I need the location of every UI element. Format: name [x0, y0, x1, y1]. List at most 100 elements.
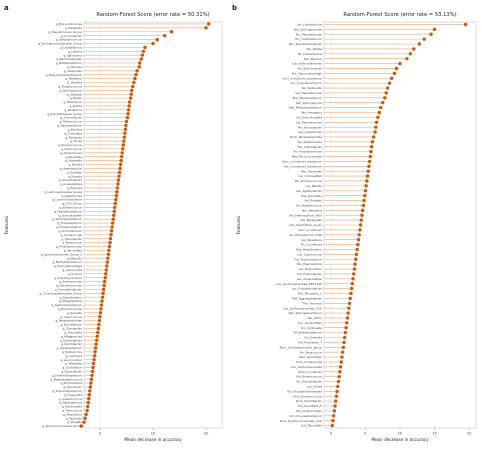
- chart-b-point: [333, 404, 337, 408]
- chart-b-point: [356, 242, 360, 247]
- chart-a-point: [113, 201, 118, 206]
- chart-a-point: [97, 322, 101, 327]
- chart-b-point: [360, 213, 364, 217]
- chart-a-point: [123, 127, 128, 132]
- chart-b-category-label: Rum_Subdoligranulum_group: [280, 345, 323, 349]
- chart-a-point: [120, 151, 124, 155]
- chart-a-category-label: g_Klebsiella: [65, 26, 82, 30]
- chart-a-point: [207, 22, 211, 26]
- chart-b-point: [370, 140, 375, 144]
- chart-a-category-label: g_Atopobium: [63, 412, 82, 416]
- chart-a-category-label: g_Sphingomonadaceae_Group: [38, 42, 82, 46]
- chart-b-point: [340, 350, 345, 354]
- chart-a-category-label: g_Gemella: [67, 311, 82, 315]
- chart-b-point: [359, 218, 364, 222]
- chart-b-category-label: Ver_Akkermansia: [297, 140, 322, 144]
- chart-a-point: [99, 303, 104, 307]
- chart-b-category-label: Burl_Brevibacterium: [293, 96, 323, 100]
- chart-b-point: [340, 355, 344, 359]
- chart-b-point: [412, 47, 416, 51]
- chart-a-point: [132, 80, 136, 85]
- chart-a-category-label: g_Desulfovibrio: [60, 295, 83, 299]
- chart-b-category-label: Ent_Enterobacter: [297, 272, 323, 276]
- chart-a-category-label: g_Bacillus: [68, 127, 83, 131]
- chart-a-point: [105, 264, 109, 268]
- chart-a-category-label: g_Rothia: [70, 104, 83, 108]
- chart-a-category-label: g_Bosea: [70, 96, 82, 100]
- chart-a-point: [107, 248, 111, 253]
- chart-a-title: Random-Forest Score (error rate = 50.31%…: [96, 12, 209, 18]
- chart-a-point: [113, 205, 117, 210]
- chart-a-category-label: g_Prevotellaceae_Group: [47, 112, 82, 116]
- chart-b-point: [377, 110, 381, 115]
- chart-a-point: [83, 416, 87, 420]
- chart-a-category-label: g_Enterococcus: [59, 206, 82, 210]
- chart-b-category-label: Cor_Corynebacterium: [291, 81, 323, 85]
- chart-b-point: [387, 81, 392, 85]
- chart-b-point: [367, 164, 371, 169]
- chart-a-point: [119, 158, 123, 163]
- chart-b-point: [335, 389, 339, 394]
- chart-b-x-tick-label: 15: [432, 432, 437, 436]
- chart-a-point: [110, 225, 114, 229]
- chart-b-category-label: Ncl_Pseudomonas: [296, 32, 323, 36]
- chart-a-category-label: g_Lachnospiraceae_Group_2: [41, 252, 82, 256]
- chart-a-plot-frame: [83, 21, 223, 429]
- chart-b-category-label: Rum_Ruminococcus: [293, 394, 322, 398]
- chart-a-point: [107, 244, 112, 249]
- chart-a-category-label: g_Porphyromonas: [56, 245, 82, 249]
- chart-b-category-label: Lac_Coprococcus: [297, 252, 322, 256]
- chart-a-point: [92, 354, 97, 358]
- chart-a-category-label: g_Tannerella: [64, 248, 82, 252]
- chart-a-category-label: g_Flavobacterium: [56, 225, 82, 229]
- chart-a-point: [155, 37, 159, 42]
- chart-a-category-label: g_Bifidobacterium: [56, 61, 82, 65]
- chart-a-point: [88, 385, 93, 389]
- chart-b-category-label: Cau_Brevundimonas: [292, 62, 322, 66]
- chart-b-point: [344, 326, 348, 330]
- chart-a-category-label: g_Agrobacterium: [57, 124, 82, 128]
- chart-a-point: [103, 279, 107, 284]
- chart-b-point: [345, 321, 349, 325]
- chart-a-point: [138, 61, 142, 65]
- chart-a-category-label: g_Odoribacter: [62, 237, 83, 241]
- chart-b-category-label: Nei_Bergeyella: [300, 218, 322, 222]
- chart-a-category-label: g_Roseburia: [64, 108, 82, 112]
- chart-a-category-label: g_Brevundimonas: [56, 22, 82, 26]
- chart-a-category-label: g_Devosia: [67, 65, 82, 69]
- chart-b-category-label: Ent_Enterococcus: [296, 375, 322, 379]
- chart-b-point: [336, 379, 341, 384]
- chart-a-point: [93, 346, 98, 350]
- chart-b-category-label: Sph_Sphingobacterium: [289, 311, 323, 315]
- chart-a-x-tick-label: 0: [99, 432, 102, 436]
- chart-b-category-label: Lac_Lachnospiraceae_NK4A136: [276, 282, 322, 286]
- chart-a-category-label: g_Phascolarctobacterium: [46, 73, 83, 77]
- chart-a-category-label: g_Ralstonia: [65, 135, 82, 139]
- chart-b-point: [364, 184, 368, 188]
- chart-b-point: [352, 267, 357, 271]
- chart-b-point: [357, 233, 361, 237]
- chart-a-category-label: g_Bacteroidaceae: [56, 57, 82, 61]
- chart-b-category-label: Pas_Prevotella: [301, 194, 322, 198]
- chart-a-point: [116, 182, 120, 186]
- chart-a-category-label: g_Megamonas: [61, 334, 82, 338]
- chart-a-category-label: g_Eubacterium: [60, 323, 82, 327]
- chart-a-category-label: g_Caulobacter: [61, 369, 83, 373]
- chart-a-category-label: g_Lactobacillus: [60, 45, 83, 49]
- chart-b-category-label: Lac_Blautia: [305, 184, 322, 188]
- chart-a-category-label: g_Moraxella: [65, 155, 83, 159]
- chart-a-point: [102, 283, 106, 288]
- chart-a-point: [121, 143, 125, 147]
- chart-a-category-label: g_Staphylococcus: [56, 38, 82, 42]
- chart-b-x-tick-label: 0: [330, 432, 333, 436]
- chart-a-category-label: g_Gardnerella: [62, 405, 82, 409]
- chart-a-x-tick-label: 10: [151, 432, 156, 436]
- chart-b-point: [398, 61, 402, 66]
- chart-a-category-label: g_Collinsella: [64, 131, 82, 135]
- chart-a-point: [122, 135, 127, 139]
- chart-a-category-label: g_Pantoea: [67, 186, 82, 190]
- chart-b-category-label: Pas_Aggregatibacter: [292, 296, 323, 300]
- chart-b-category-label: Str_Streptococcus: [296, 204, 323, 208]
- chart-a-point: [131, 84, 135, 89]
- chart-b-category-label: Pro_Porphyromonas: [293, 150, 322, 154]
